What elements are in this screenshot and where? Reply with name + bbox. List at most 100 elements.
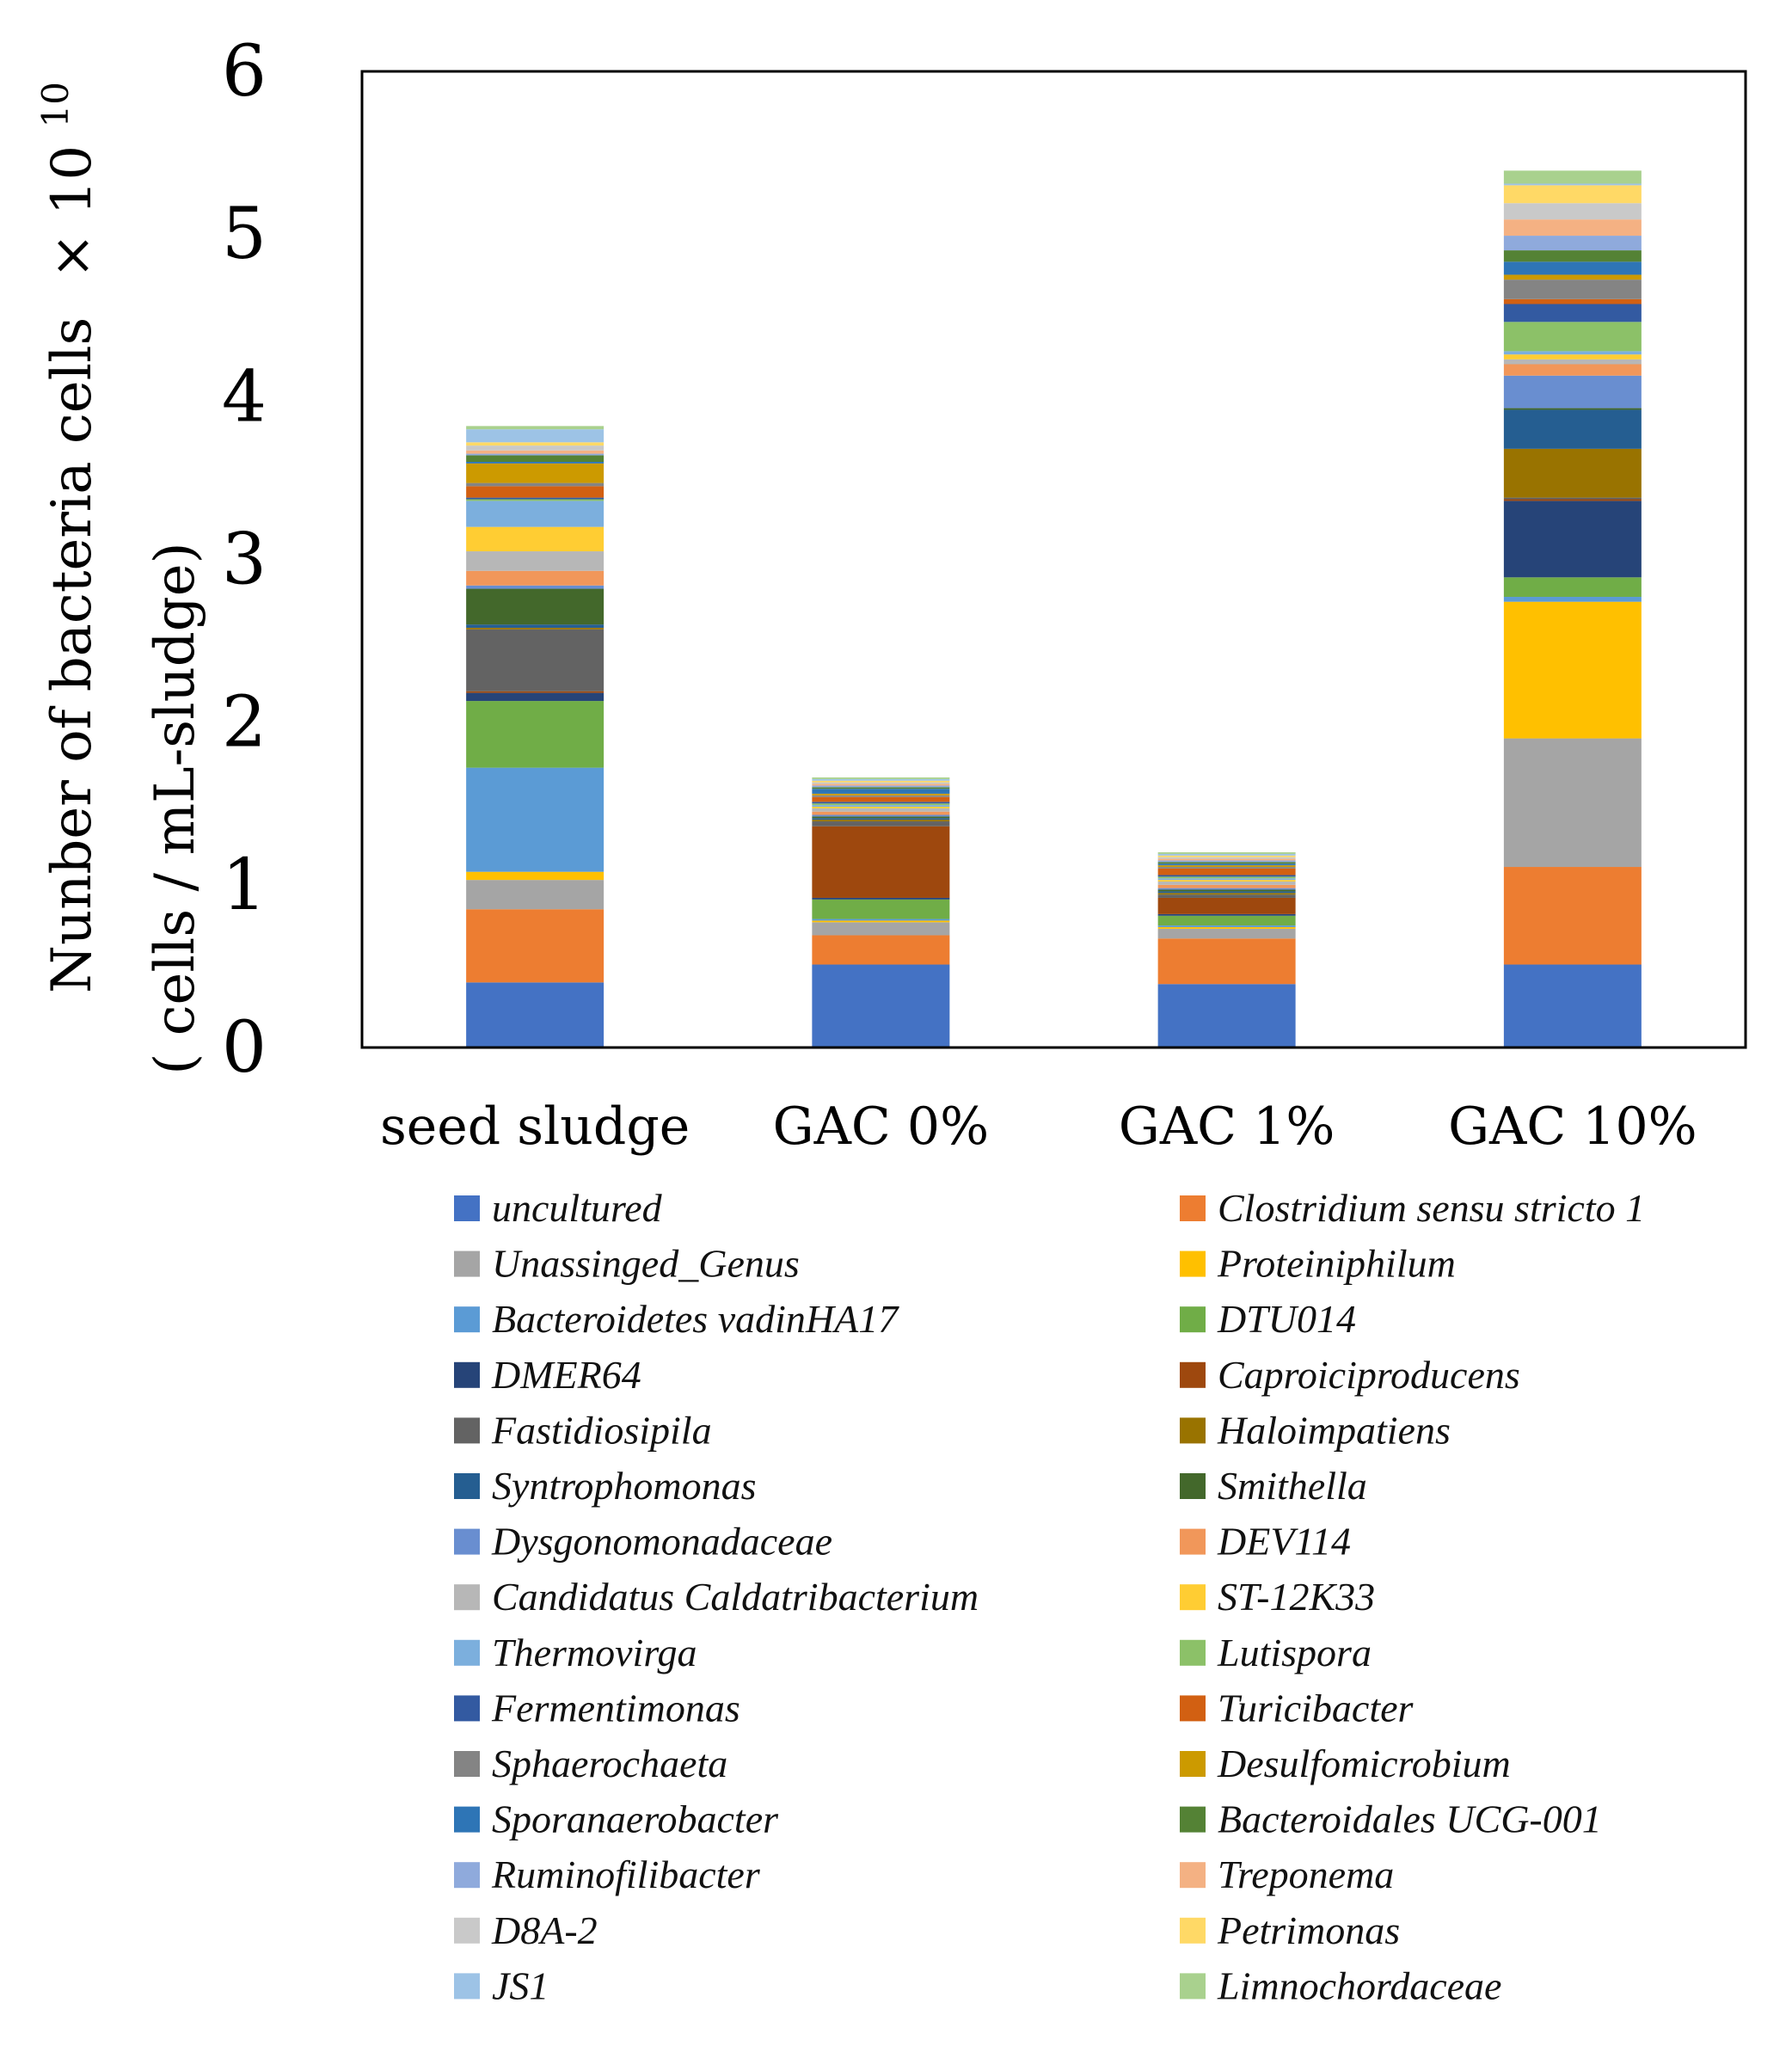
bar-segment: [1503, 304, 1642, 323]
bar-segment: [466, 588, 604, 625]
legend-swatch: [454, 1528, 480, 1555]
bars: [466, 170, 1642, 1048]
bar-segment: [1157, 882, 1296, 885]
bar-segment: [1503, 577, 1642, 598]
bar-segment: [1503, 236, 1642, 251]
legend-label: Bacteroidetes vadinHA17: [492, 1297, 899, 1341]
bar-segment: [1503, 359, 1642, 365]
bar-segment: [1503, 364, 1642, 376]
bar-segment: [1157, 984, 1296, 1048]
bar-segment: [1503, 738, 1642, 868]
legend-swatch: [454, 1751, 480, 1777]
bar-segment: [466, 453, 604, 456]
legend-item: Candidatus Caldatribacterium: [454, 1575, 979, 1619]
legend-item: Caproiciproducens: [1180, 1353, 1520, 1397]
legend-swatch: [454, 1917, 480, 1944]
legend-swatch: [454, 1973, 480, 2000]
legend-label: Smithella: [1218, 1464, 1367, 1508]
legend-swatch: [1180, 1473, 1206, 1499]
legend-swatch: [454, 1862, 480, 1889]
bar-segment: [1503, 183, 1642, 186]
legend-item: Ruminofilibacter: [454, 1852, 761, 1896]
bar-segment: [812, 935, 950, 965]
bar-segment: [1157, 852, 1296, 854]
legend-label: Sporanaerobacter: [492, 1797, 779, 1841]
bar-segment: [812, 920, 950, 923]
bar-segment: [466, 482, 604, 487]
bar-segment: [466, 701, 604, 768]
bar-segment: [1503, 298, 1642, 304]
bar-segment: [1157, 897, 1296, 914]
bar-segment: [1503, 354, 1642, 359]
legend-swatch: [1180, 1695, 1206, 1722]
x-axis-ticks: seed sludge GAC 0% GAC 1% GAC 10%: [380, 1097, 1697, 1157]
bar-stack: [812, 777, 950, 1048]
bar-segment: [1157, 868, 1296, 876]
bar-segment: [466, 551, 604, 571]
legend-swatch: [1180, 1751, 1206, 1777]
legend-item: Bacteroidales UCG-001: [1180, 1797, 1602, 1841]
legend-item: ST-12K33: [1180, 1575, 1375, 1619]
bar-segment: [1157, 925, 1296, 928]
legend-swatch: [454, 1473, 480, 1499]
y-tick-label: 2: [222, 682, 267, 764]
legend-label: DTU014: [1217, 1297, 1356, 1341]
bar-segment: [812, 805, 950, 808]
legend-label: Turicibacter: [1218, 1686, 1415, 1730]
legend-swatch: [454, 1306, 480, 1333]
bar-segment: [466, 692, 604, 702]
legend-item: Fermentimonas: [454, 1686, 740, 1730]
bar-segment: [466, 455, 604, 462]
legend-label: Ruminofilibacter: [491, 1852, 761, 1896]
bar-segment: [466, 629, 604, 691]
bar-segment: [1157, 927, 1296, 929]
bar-segment: [1503, 964, 1642, 1048]
bar-segment: [812, 811, 950, 815]
legend-swatch: [1180, 1528, 1206, 1555]
bar-segment: [1503, 499, 1642, 501]
bar-segment: [1157, 863, 1296, 866]
bar-segment: [1157, 875, 1296, 877]
y-tick-label: 1: [222, 845, 267, 926]
legend-item: Turicibacter: [1180, 1686, 1415, 1730]
bar-segment: [466, 871, 604, 881]
bar-segment: [812, 796, 950, 802]
bar-segment: [1157, 865, 1296, 868]
bar-segment: [1157, 853, 1296, 856]
legend-swatch: [1180, 1417, 1206, 1444]
legend-label: Thermovirga: [492, 1631, 697, 1674]
x-tick-label: GAC 1%: [1119, 1097, 1335, 1157]
bar-segment: [812, 826, 950, 898]
legend-label: DMER64: [491, 1353, 641, 1397]
bar-segment: [466, 429, 604, 443]
bar-stack: [466, 426, 604, 1048]
bar-segment: [812, 793, 950, 796]
bar-segment: [1503, 219, 1642, 237]
bar-segment: [1157, 915, 1296, 926]
bar-segment: [812, 820, 950, 822]
bar-segment: [466, 442, 604, 446]
bar-segment: [812, 777, 950, 779]
bar-segment: [466, 445, 604, 451]
legend-label: Haloimpatiens: [1217, 1408, 1451, 1452]
legend-label: Candidatus Caldatribacterium: [492, 1575, 979, 1619]
bar-segment: [466, 462, 604, 464]
legend-item: Haloimpatiens: [1180, 1408, 1451, 1452]
bar-segment: [466, 627, 604, 630]
bar-segment: [812, 821, 950, 826]
bar-segment: [1157, 880, 1296, 882]
bar-segment: [466, 624, 604, 628]
bar-segment: [1157, 876, 1296, 879]
bar-segment: [1503, 597, 1642, 602]
legend-item: Bacteroidetes vadinHA17: [454, 1297, 899, 1341]
bar-segment: [466, 463, 604, 483]
legend-item: Smithella: [1180, 1464, 1367, 1508]
legend-swatch: [1180, 1862, 1206, 1889]
bar-segment: [1503, 274, 1642, 280]
legend-label: Proteiniphilum: [1217, 1242, 1456, 1286]
legend-swatch: [454, 1639, 480, 1666]
legend-item: uncultured: [454, 1186, 663, 1230]
bar-stack: [1157, 852, 1296, 1048]
bar-segment: [812, 802, 950, 804]
bar-segment: [812, 922, 950, 936]
